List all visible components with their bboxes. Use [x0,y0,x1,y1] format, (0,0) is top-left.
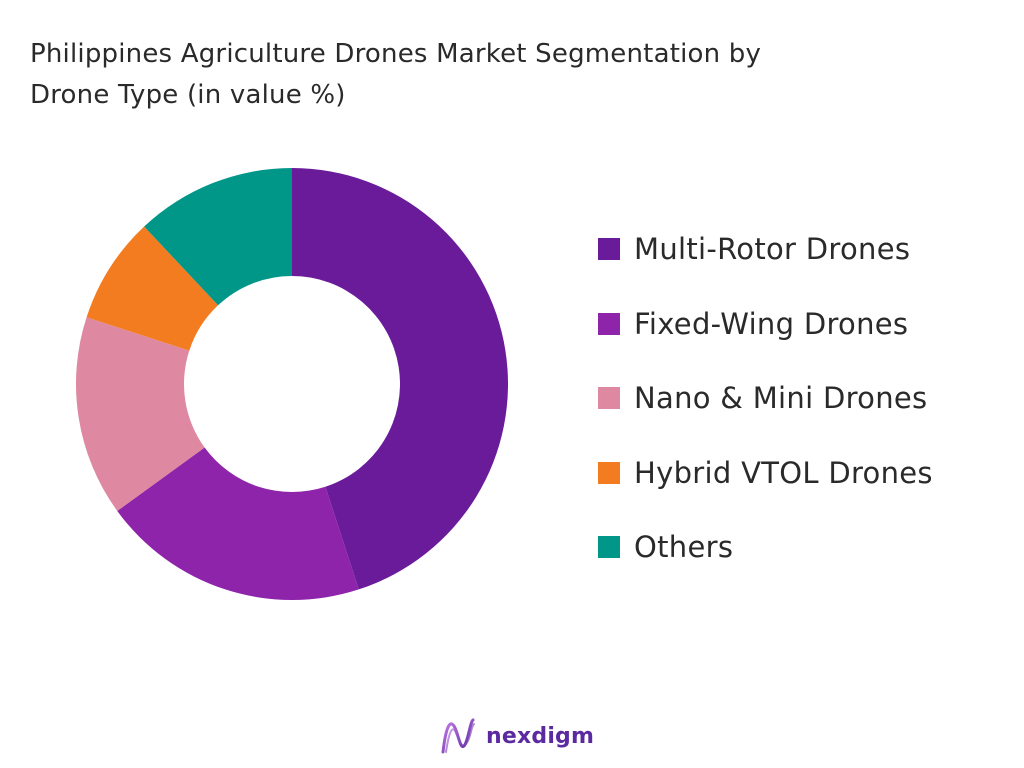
legend-swatch [598,387,620,410]
legend-label: Hybrid VTOL Drones [634,455,933,490]
chart-legend: Multi-Rotor Drones Fixed-Wing Drones Nan… [598,212,1018,585]
legend-item-multi-rotor: Multi-Rotor Drones [598,212,1018,287]
legend-swatch [598,238,620,261]
legend-swatch [598,461,620,484]
legend-item-others: Others [598,510,1018,585]
chart-title: Philippines Agriculture Drones Market Se… [30,34,930,116]
legend-label: Multi-Rotor Drones [634,232,911,267]
legend-item-nano-mini: Nano & Mini Drones [598,361,1018,436]
brand-logo: nexdigm [440,714,594,758]
donut-slice-others [144,168,292,306]
legend-swatch [598,536,620,559]
chart-title-line-1: Philippines Agriculture Drones Market Se… [30,39,762,69]
legend-label: Others [634,530,734,565]
donut-slice-fixed-wing-drones [117,447,359,600]
legend-item-fixed-wing: Fixed-Wing Drones [598,287,1018,362]
brand-name: nexdigm [486,723,595,749]
legend-swatch [598,312,620,335]
donut-slice-hybrid-vtol-drones [86,226,219,351]
legend-item-hybrid-vtol: Hybrid VTOL Drones [598,436,1018,511]
donut-slice-nano-mini-drones [75,317,205,511]
nexdigm-wave-logo-icon [441,718,475,754]
chart-title-line-2: Drone Type (in value %) [30,80,346,110]
legend-label: Fixed-Wing Drones [634,306,909,341]
donut-slice-multi-rotor-drones [292,168,509,590]
legend-label: Nano & Mini Drones [634,381,928,416]
